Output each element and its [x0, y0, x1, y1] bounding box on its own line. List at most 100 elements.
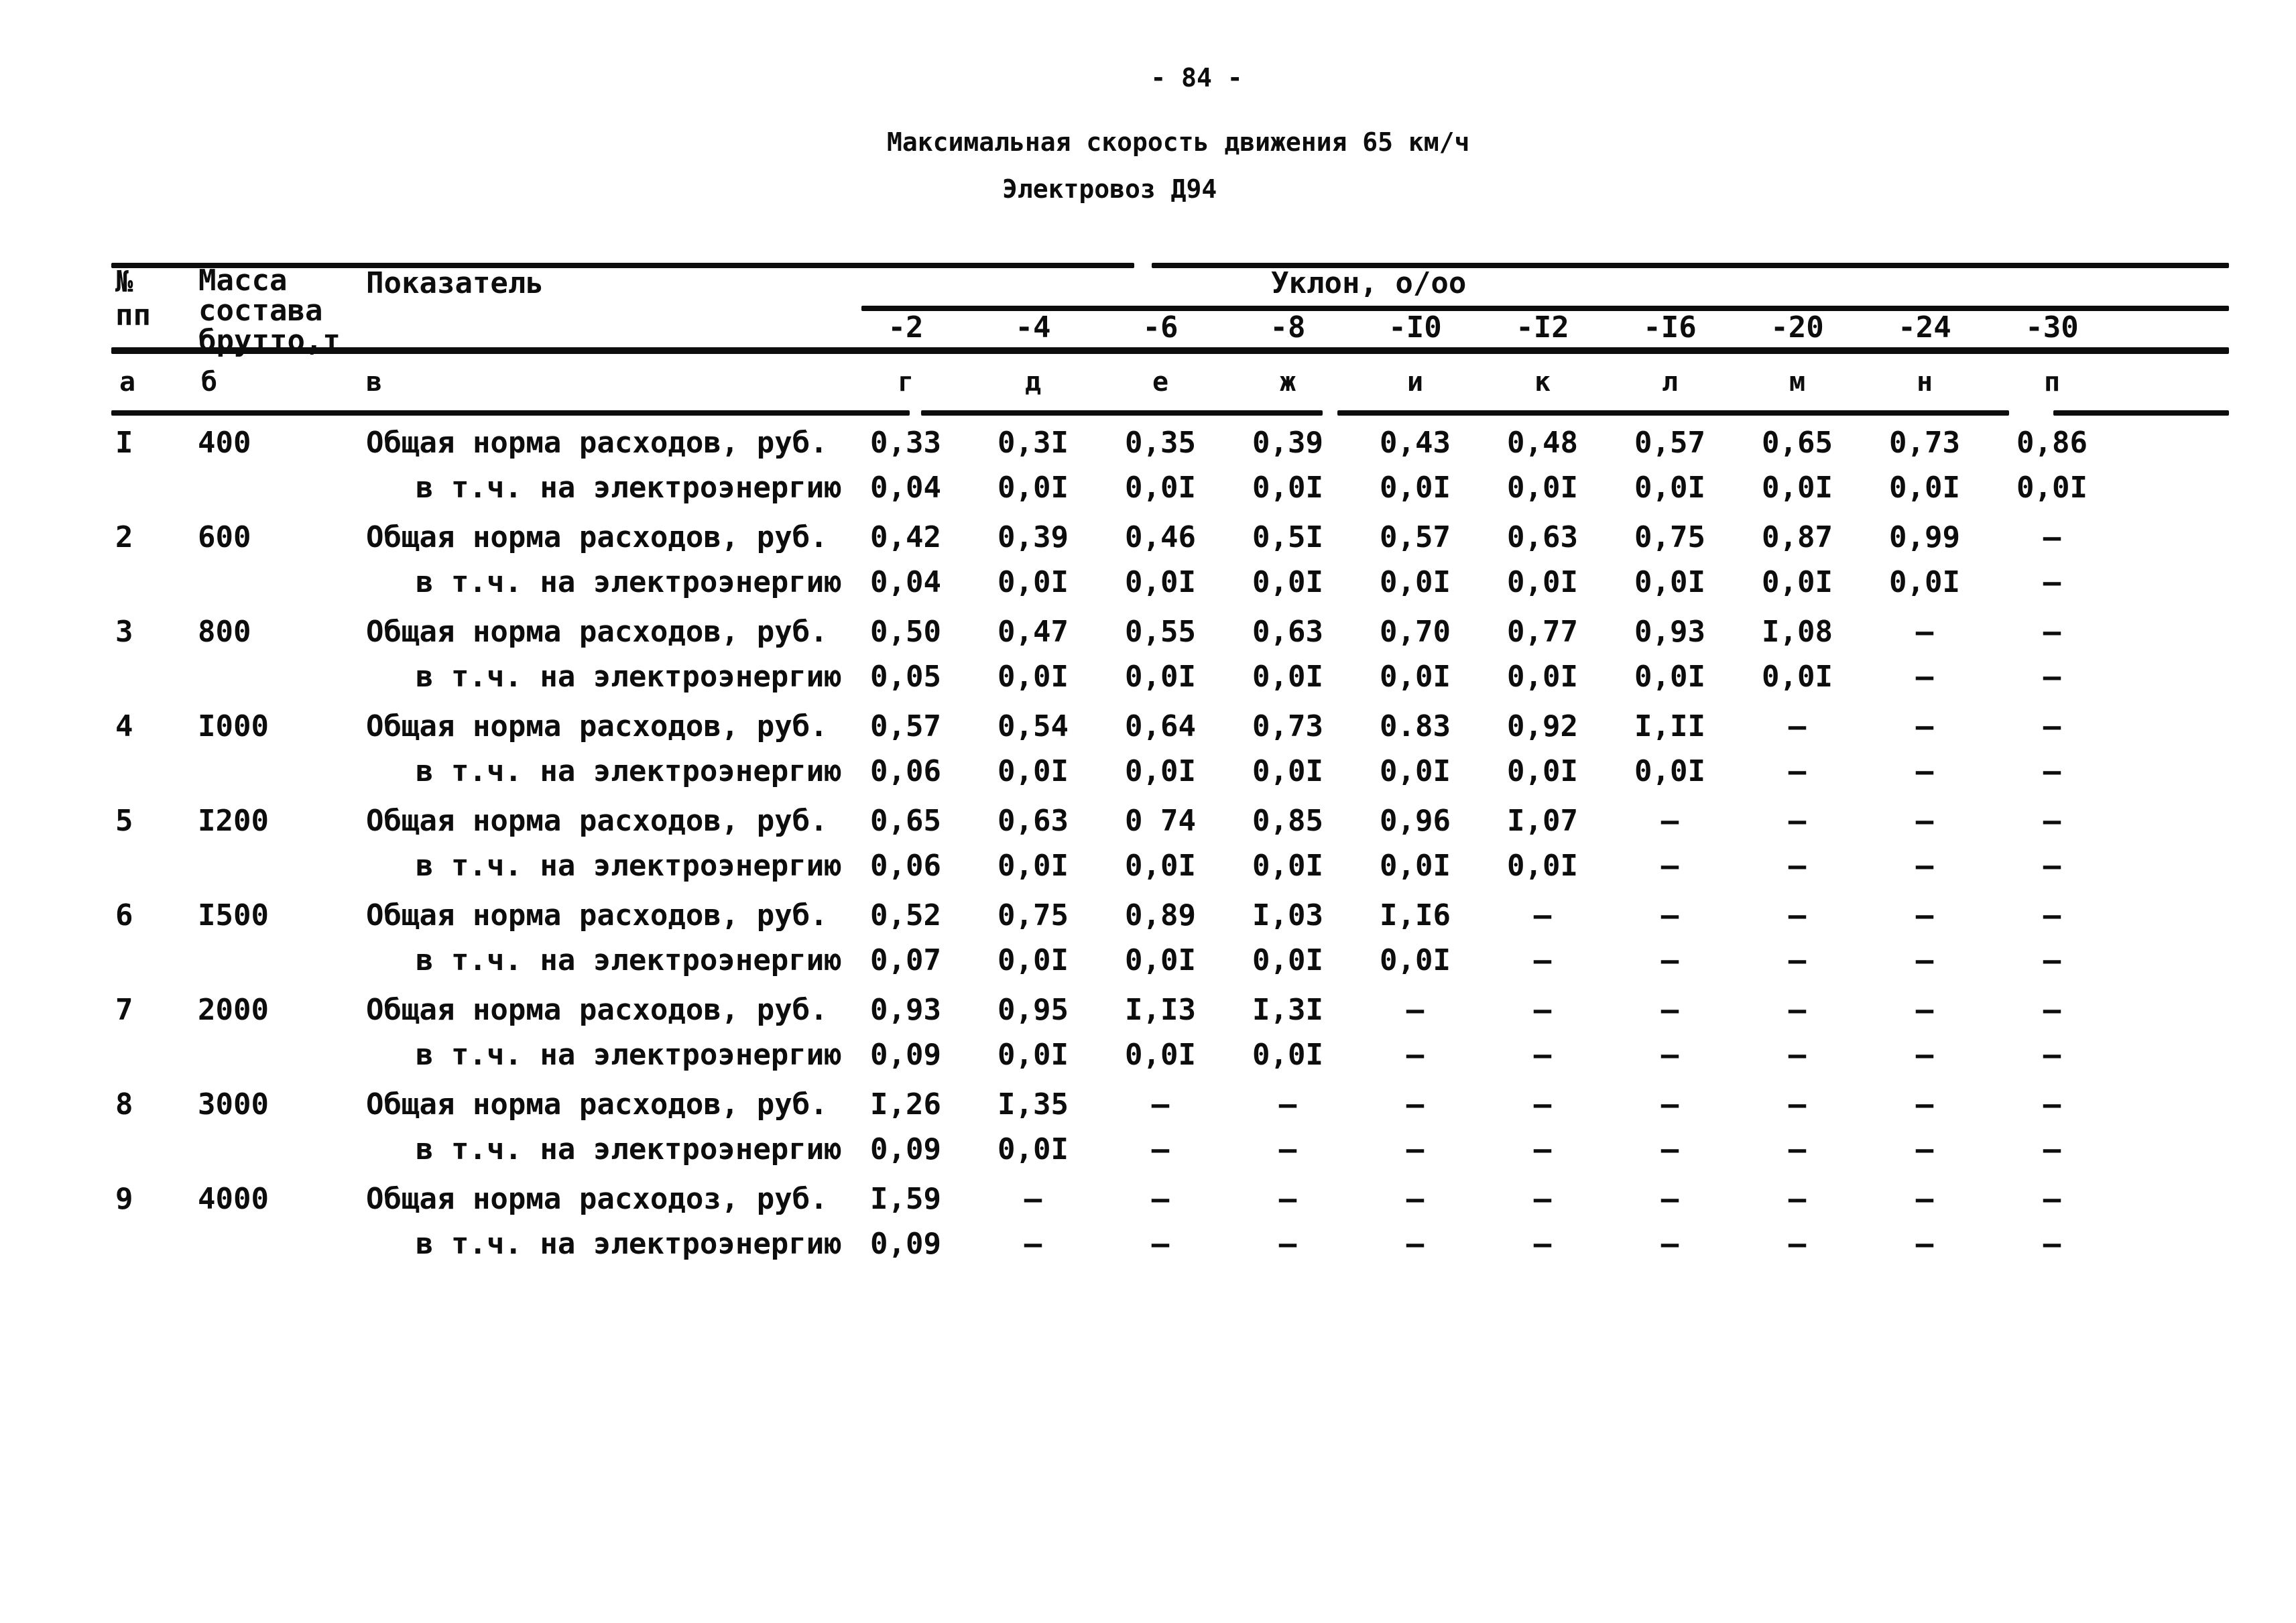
letters-rule-seg2: [921, 410, 1323, 416]
norm-value: 0,0I: [2016, 471, 2088, 505]
norm-value: 0,0I: [1507, 754, 1578, 788]
table-row-group: 6 I500 Общая норма расходов, руб. 0,52 0,75 0…: [0, 900, 2296, 995]
norm-value: –: [1151, 1132, 1170, 1166]
norm-value: 0,73: [1889, 426, 1960, 460]
table-row-group: 4 I000 Общая норма расходов, руб. 0,57 0,54 0…: [0, 711, 2296, 806]
norm-value: –: [2043, 898, 2061, 933]
norm-value: I,35: [998, 1087, 1069, 1122]
norm-value: 0,93: [1634, 615, 1705, 649]
row-number: 9: [115, 1182, 133, 1216]
norm-value: 0,0I: [1252, 943, 1323, 977]
norm-value: 0,0I: [1125, 1038, 1196, 1072]
column-letter: и: [1406, 367, 1424, 398]
row-number: 3: [115, 615, 133, 649]
norm-value: –: [1915, 898, 1934, 933]
norm-value: I,08: [1762, 615, 1833, 649]
norm-value: 0,0I: [1634, 565, 1705, 599]
norm-value: 0,0I: [998, 1132, 1069, 1166]
norm-value: –: [1788, 1038, 1807, 1072]
col-header-num-line1: №: [115, 265, 133, 299]
norm-value: 0,50: [870, 615, 941, 649]
mass-value: 4000: [198, 1182, 269, 1216]
norm-value: 0,07: [870, 943, 941, 977]
indicator-sublabel: в т.ч. на электроэнергию: [416, 849, 842, 883]
norm-value: 0,85: [1252, 804, 1323, 838]
column-letter: б: [201, 367, 218, 398]
norm-value: 0,47: [998, 615, 1069, 649]
norm-value: –: [2043, 1038, 2061, 1072]
norm-value: –: [1915, 993, 1934, 1027]
indicator-sublabel: в т.ч. на электроэнергию: [416, 565, 842, 599]
col-header-slope-group: Уклон, о/оо: [1271, 266, 1467, 300]
norm-value: –: [1660, 993, 1679, 1027]
norm-value: –: [1660, 1038, 1679, 1072]
mass-value: I500: [198, 898, 269, 933]
norm-value: –: [2043, 615, 2061, 649]
table-row-energy: в т.ч. на электроэнергию 0,06 0,0I 0,0I 0,0I…: [0, 851, 2296, 882]
indicator-sublabel: в т.ч. на электроэнергию: [416, 1038, 842, 1072]
norm-value: –: [1915, 1132, 1934, 1166]
norm-value: 0,0I: [1252, 1038, 1323, 1072]
norm-value: 0,99: [1889, 520, 1960, 554]
table-row-total: I 400 Общая норма расходов, руб. 0,33 0,3I 0,…: [0, 428, 2296, 459]
row-number: 4: [115, 709, 133, 743]
table-row-energy: в т.ч. на электроэнергию 0,09 0,0I – – – – – – – –: [0, 1134, 2296, 1165]
norm-value: 0,0I: [1634, 471, 1705, 505]
norm-value: 0,33: [870, 426, 941, 460]
norm-value: –: [1151, 1182, 1170, 1216]
norm-value: 0,0I: [998, 471, 1069, 505]
page-subtitle: Электровоз Д94: [1002, 174, 1217, 204]
table-row-group: 9 4000 Общая норма расходоз, руб. I,59 – – – – –…: [0, 1184, 2296, 1278]
norm-value: 0,63: [998, 804, 1069, 838]
slope-tick-label: -24: [1898, 310, 1951, 345]
norm-value: –: [1788, 754, 1807, 788]
indicator-label: Общая норма расходов, руб.: [366, 898, 828, 933]
norm-value: –: [1788, 1227, 1807, 1261]
indicator-label: Общая норма расходов, руб.: [366, 804, 828, 838]
page-number: - 84 -: [1150, 63, 1243, 93]
norm-value: 0,87: [1762, 520, 1833, 554]
table-row-group: 8 3000 Общая норма расходов, руб. I,26 I,35 –…: [0, 1089, 2296, 1184]
norm-value: –: [2043, 709, 2061, 743]
column-letter: м: [1789, 367, 1806, 398]
norm-value: –: [1406, 1227, 1425, 1261]
norm-value: 0,0I: [1380, 849, 1451, 883]
column-letter: а: [119, 367, 136, 398]
norm-value: 0,64: [1125, 709, 1196, 743]
letters-rule-seg4: [2053, 410, 2229, 416]
table-row-total: 5 I200 Общая норма расходов, руб. 0,65 0,63 0…: [0, 806, 2296, 837]
norm-value: I,26: [870, 1087, 941, 1122]
norm-value: 0,0I: [1380, 660, 1451, 694]
norm-value: –: [1406, 993, 1425, 1027]
mass-value: 2000: [198, 993, 269, 1027]
column-letter: н: [1916, 367, 1933, 398]
norm-value: 0,43: [1380, 426, 1451, 460]
norm-value: 0,3I: [998, 426, 1069, 460]
norm-value: 0,0I: [998, 565, 1069, 599]
norm-value: 0,0I: [1125, 849, 1196, 883]
indicator-sublabel: в т.ч. на электроэнергию: [416, 1227, 842, 1261]
norm-value: –: [1788, 849, 1807, 883]
norm-value: 0,93: [870, 993, 941, 1027]
norm-value: 0,63: [1252, 615, 1323, 649]
norm-value: –: [2043, 754, 2061, 788]
table-top-rule-right: [1152, 263, 2229, 268]
row-number: 8: [115, 1087, 133, 1122]
norm-value: 0,75: [998, 898, 1069, 933]
norm-value: 0,0I: [998, 754, 1069, 788]
norm-value: 0,0I: [1507, 660, 1578, 694]
norm-value: –: [2043, 1182, 2061, 1216]
norm-value: –: [1915, 615, 1934, 649]
norm-value: 0,06: [870, 754, 941, 788]
norm-value: –: [2043, 1227, 2061, 1261]
norm-value: 0,35: [1125, 426, 1196, 460]
slope-tick-label: -I2: [1516, 310, 1569, 345]
norm-value: –: [1660, 804, 1679, 838]
norm-value: 0 74: [1125, 804, 1196, 838]
norm-value: 0,0I: [1634, 754, 1705, 788]
slope-tick-label: -20: [1770, 310, 1824, 345]
norm-value: –: [2043, 1132, 2061, 1166]
table-row-group: 5 I200 Общая норма расходов, руб. 0,65 0,63 0…: [0, 806, 2296, 900]
norm-value: –: [1533, 943, 1552, 977]
